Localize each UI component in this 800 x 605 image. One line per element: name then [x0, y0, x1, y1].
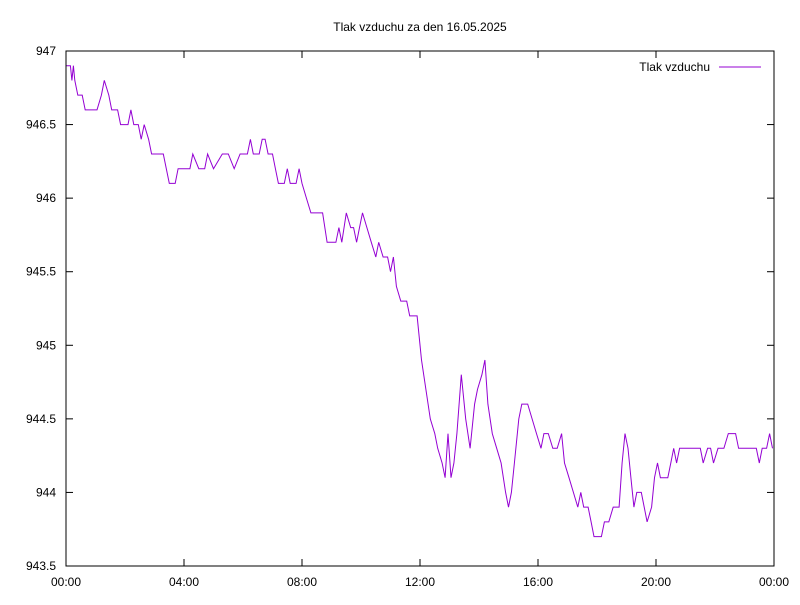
y-tick-label: 944.5	[26, 412, 56, 426]
x-tick-label: 20:00	[641, 575, 671, 589]
y-tick-label: 943.5	[26, 559, 56, 573]
y-tick-label: 945.5	[26, 265, 56, 279]
y-tick-label: 946.5	[26, 118, 56, 132]
x-tick-label: 08:00	[287, 575, 317, 589]
legend: Tlak vzduchu	[639, 60, 761, 74]
x-tick-label: 12:00	[405, 575, 435, 589]
y-tick-label: 946	[36, 191, 56, 205]
y-tick-label: 947	[36, 44, 56, 58]
series-layer	[66, 65, 773, 538]
y-tick-label: 945	[36, 338, 56, 352]
x-tick-label: 04:00	[169, 575, 199, 589]
chart-title: Tlak vzduchu za den 16.05.2025	[333, 20, 507, 34]
plot-area-border	[65, 50, 775, 567]
tick-labels: 943.5 944 944.5 945 945.5 946 946.5 947 00:00 04:…	[26, 44, 789, 589]
x-tick-label: 00:00	[51, 575, 81, 589]
x-tick-label: 00:00	[759, 575, 789, 589]
legend-label: Tlak vzduchu	[639, 60, 710, 74]
y-tick-label: 944	[36, 485, 56, 499]
x-tick-label: 16:00	[523, 575, 553, 589]
series-line	[66, 65, 773, 538]
